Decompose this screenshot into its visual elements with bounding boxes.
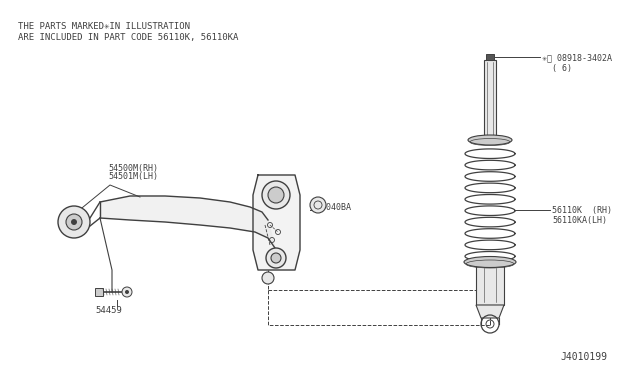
Bar	[476, 265, 504, 305]
Circle shape	[268, 187, 284, 203]
Text: 54501M(LH): 54501M(LH)	[108, 172, 158, 181]
Circle shape	[71, 219, 77, 225]
Circle shape	[125, 290, 129, 294]
Text: ARE INCLUDED IN PART CODE 56110K, 56110KA: ARE INCLUDED IN PART CODE 56110K, 56110K…	[18, 33, 238, 42]
Ellipse shape	[464, 257, 516, 267]
Bar	[95, 288, 103, 296]
Text: 54500M(RH): 54500M(RH)	[108, 164, 158, 173]
Bar	[268, 290, 490, 325]
Polygon shape	[100, 196, 275, 248]
Circle shape	[266, 248, 286, 268]
Circle shape	[66, 214, 82, 230]
Ellipse shape	[468, 135, 512, 145]
Bar	[486, 54, 494, 60]
Polygon shape	[253, 175, 300, 270]
Text: ✳Ⓝ 08918-3402A: ✳Ⓝ 08918-3402A	[542, 53, 612, 62]
Text: ( 6): ( 6)	[552, 64, 572, 73]
Circle shape	[262, 181, 290, 209]
Circle shape	[58, 206, 90, 238]
Text: 56110KA(LH): 56110KA(LH)	[552, 216, 607, 225]
Circle shape	[122, 287, 132, 297]
Polygon shape	[476, 305, 504, 318]
Text: THE PARTS MARKED✳IN ILLUSTRATION: THE PARTS MARKED✳IN ILLUSTRATION	[18, 22, 190, 31]
Text: 54459: 54459	[95, 306, 122, 315]
Circle shape	[310, 197, 326, 213]
Text: 56110K  (RH): 56110K (RH)	[552, 206, 612, 215]
Text: ✳54040BA: ✳54040BA	[312, 202, 352, 212]
Circle shape	[262, 272, 274, 284]
Text: J4010199: J4010199	[560, 352, 607, 362]
Bar	[484, 60, 496, 140]
Circle shape	[271, 253, 281, 263]
